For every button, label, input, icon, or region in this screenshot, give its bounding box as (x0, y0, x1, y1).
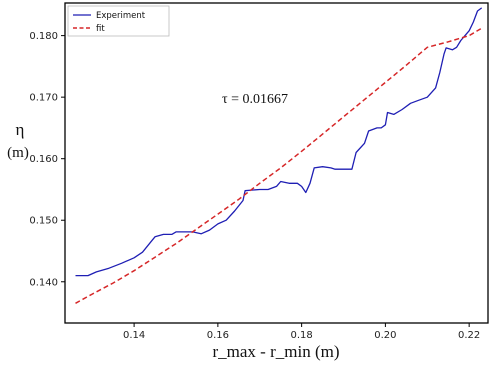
x-tick-label: 0.18 (290, 330, 312, 341)
y-axis-label-symbol: η (16, 120, 25, 139)
y-tick-label: 0.150 (29, 216, 58, 227)
y-tick-label: 0.140 (29, 277, 58, 288)
x-axis-label: r_max - r_min (m) (213, 342, 340, 361)
x-tick-label: 0.20 (374, 330, 396, 341)
x-tick-label: 0.14 (123, 330, 145, 341)
legend-box (67, 5, 170, 37)
x-tick-label: 0.16 (207, 330, 229, 341)
y-tick-label: 0.160 (29, 154, 58, 165)
series-layer (75, 7, 483, 304)
legend: Experiment fit (67, 5, 170, 37)
x-tick-label: 0.22 (458, 330, 480, 341)
y-tick-label: 0.170 (29, 93, 58, 104)
series-line-experiment (75, 7, 483, 277)
legend-label-fit: fit (96, 24, 105, 34)
series-line-fit (75, 27, 483, 304)
y-axis-ticks: 0.140 0.150 0.160 0.170 0.180 (29, 31, 65, 288)
tau-annotation: τ = 0.01667 (222, 92, 288, 107)
y-tick-label: 0.180 (29, 31, 58, 42)
plot-frame (64, 2, 489, 324)
x-axis-ticks: 0.14 0.16 0.18 0.20 0.22 (123, 323, 480, 341)
legend-label-experiment: Experiment (96, 11, 146, 21)
y-axis-label-unit: (m) (7, 145, 29, 161)
